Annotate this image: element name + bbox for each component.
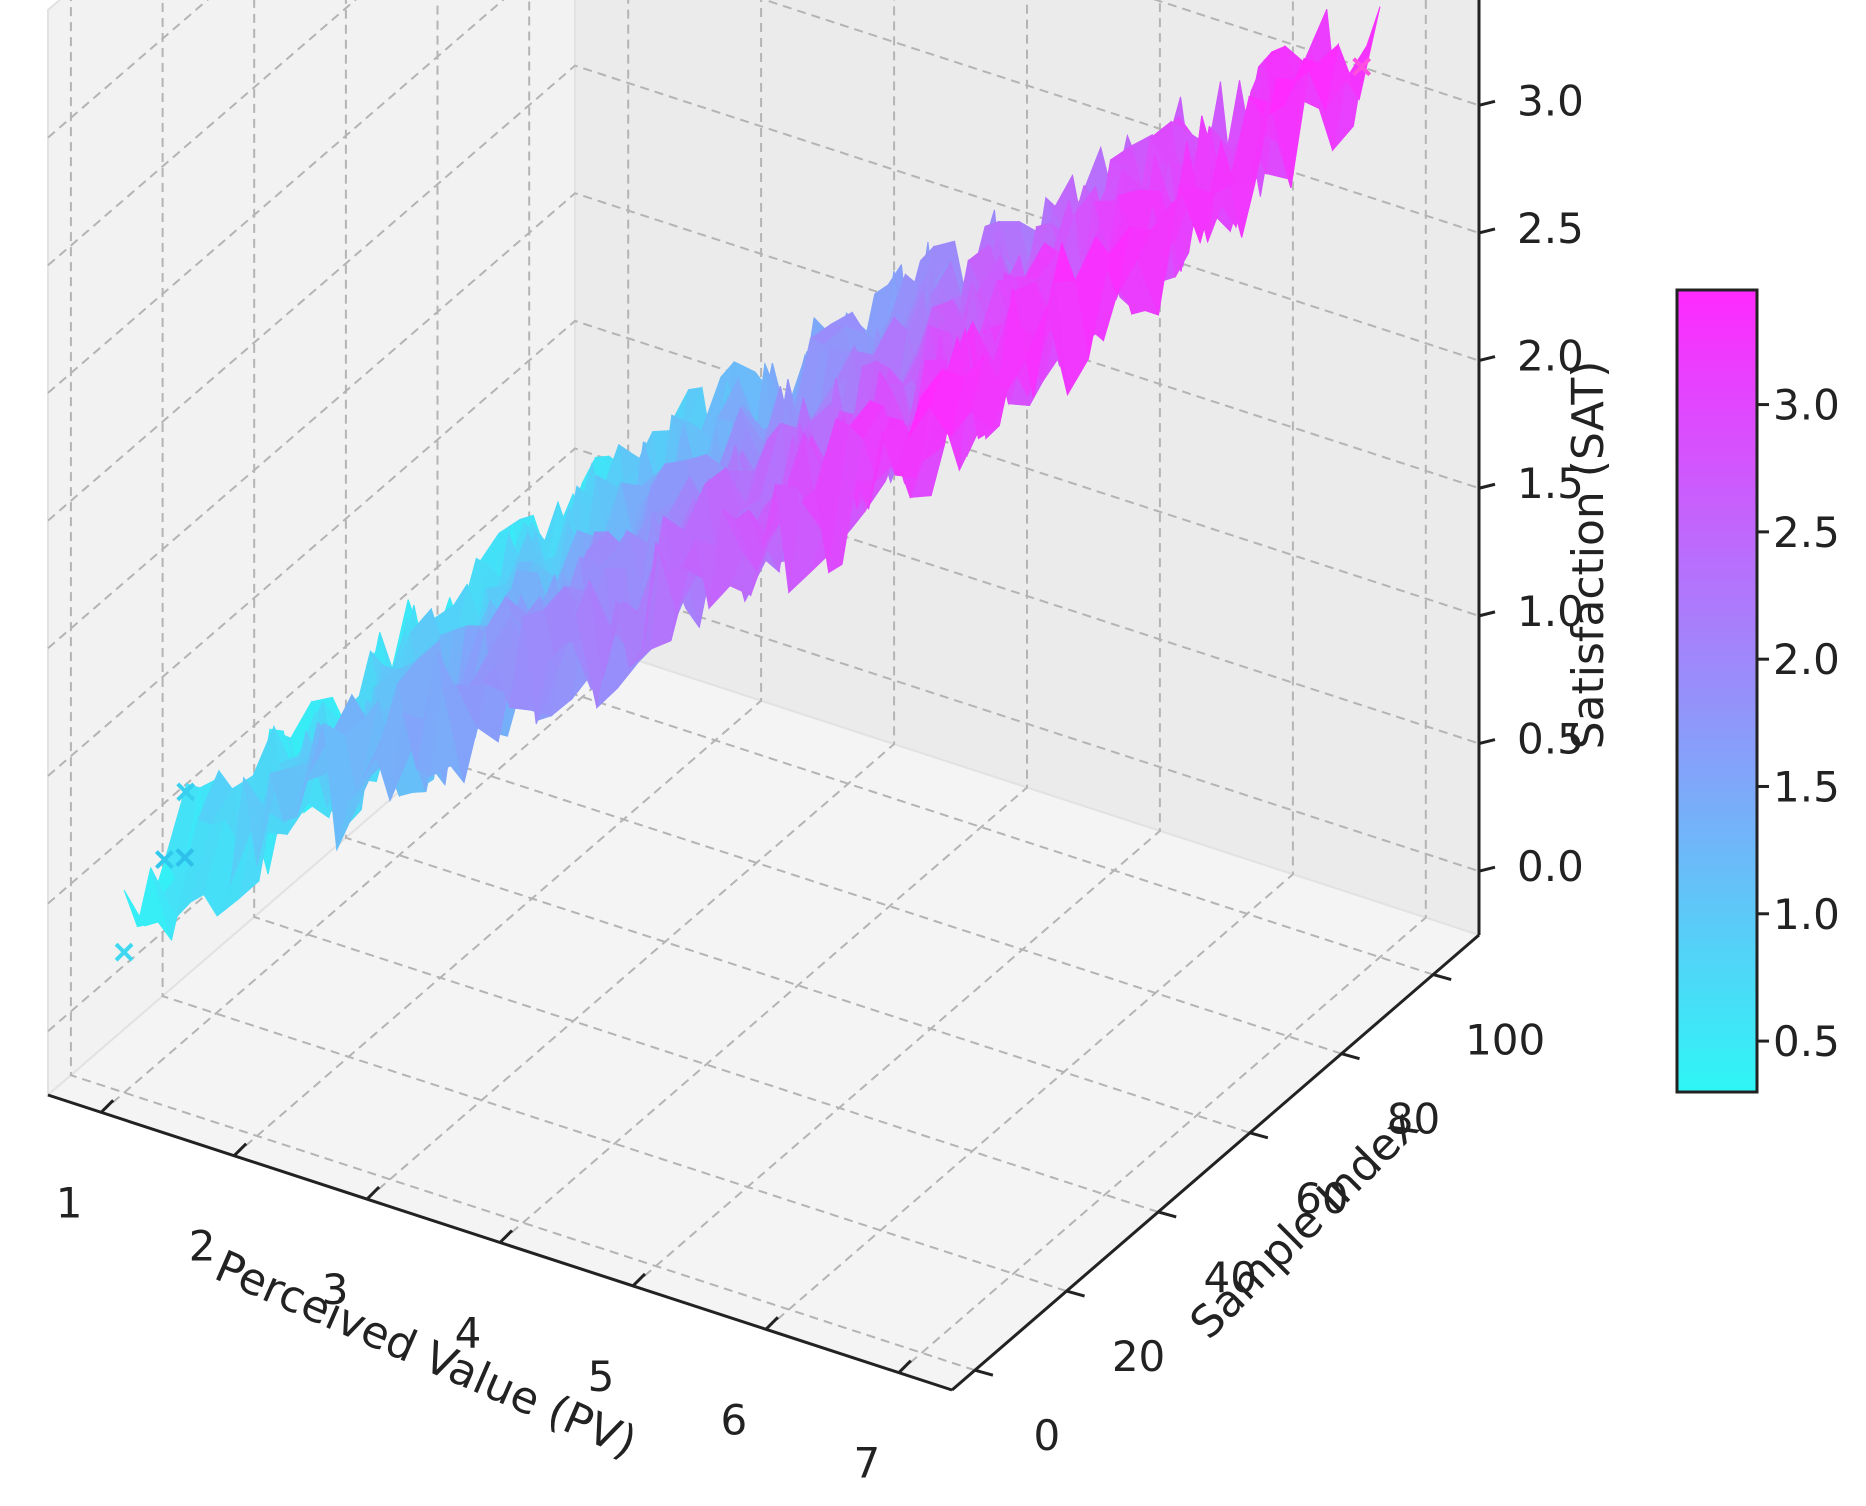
z-tick-label: 0.0: [1517, 842, 1584, 891]
x-gridline: [233, 0, 763, 1157]
y-gridline: [69, 0, 976, 1372]
y-tick-label: 40: [1203, 1253, 1256, 1302]
y-gridline: [161, 0, 1067, 1293]
x-gridline: [765, 0, 1294, 1331]
z-tick-label: 2.5: [1517, 204, 1584, 253]
z-tick-mark: [1478, 355, 1496, 363]
z-tick-mark: [1478, 865, 1496, 873]
y-gridline: [344, 0, 1251, 1134]
x-tick-mark: [365, 1186, 381, 1201]
colorbar-tick-label: 2.0: [1773, 635, 1840, 684]
x-marker: [1352, 57, 1372, 77]
x-axis-label: Perceived Value (PV): [208, 1241, 644, 1469]
colorbar-tick-label: 3.0: [1773, 381, 1840, 430]
z-gridline: [47, 0, 1480, 267]
y-axis-line: [951, 933, 1480, 1392]
colorbar-tick-label: 2.5: [1773, 508, 1840, 557]
tick-labels: 1 2 3 4 5 6 7 0 20 40 60 80 100 0.0 0.5 1.0 1.5 2.0 2.5 3.0…: [56, 76, 1584, 1488]
axis-panes: [46, 0, 1481, 1392]
y-tick-mark: [1341, 1052, 1360, 1061]
x-tick-mark: [897, 1359, 912, 1374]
x-tick-label: 6: [721, 1395, 748, 1444]
z-tick-label: 1.5: [1517, 459, 1584, 508]
z-tick-mark: [1478, 482, 1496, 490]
x-gridline: [499, 0, 1028, 1244]
x-tick-label: 3: [322, 1265, 349, 1314]
x-tick-mark: [631, 1272, 647, 1287]
x-tick-label: 1: [56, 1178, 83, 1227]
x-tick-mark: [764, 1316, 779, 1331]
y-tick-label: 80: [1387, 1095, 1440, 1144]
x-gridline: [632, 0, 1161, 1287]
y-tick-mark: [974, 1368, 994, 1377]
x-marker: [176, 782, 196, 802]
x-tick-label: 5: [588, 1352, 615, 1401]
x-gridline: [898, 0, 1427, 1374]
y-tick-label: 0: [1034, 1411, 1061, 1460]
x-marker: [155, 850, 174, 870]
z-tick-label: 1.0: [1517, 587, 1584, 636]
z-gridline: [47, 192, 1480, 649]
x-tick-mark: [233, 1142, 248, 1157]
z-gridline: [47, 0, 1480, 394]
x-tick-label: 4: [455, 1309, 482, 1358]
x-gridline: [366, 0, 896, 1200]
z-tick-label: 0.5: [1517, 715, 1584, 764]
z-tick-mark: [1478, 227, 1496, 235]
x-tick-label: 2: [189, 1222, 216, 1271]
z-gridline: [47, 319, 1480, 777]
y-tick-mark: [1157, 1210, 1177, 1219]
y-tick-mark: [1066, 1289, 1085, 1298]
z-tick-label: 3.0: [1517, 76, 1584, 125]
y-tick-label: 100: [1465, 1016, 1545, 1065]
x-marker: [175, 848, 195, 867]
y-tick-label: 60: [1295, 1174, 1348, 1223]
x-marker: [114, 942, 134, 962]
x-tick-mark: [498, 1229, 514, 1244]
z-tick-mark: [1478, 738, 1496, 745]
x-tick-label: 7: [853, 1439, 880, 1488]
z-axis-label: Satisfaction (SAT): [1563, 361, 1614, 750]
z-tick-mark: [1478, 99, 1496, 107]
y-gridline: [253, 0, 1159, 1213]
y-tick-mark: [1432, 973, 1452, 982]
x-tick-mark: [100, 1099, 115, 1114]
data-markers: [114, 57, 1372, 962]
y-tick-label: 20: [1112, 1332, 1165, 1381]
colorbar: [1675, 288, 1759, 1094]
colorbar-tick-label: 0.5: [1773, 1017, 1840, 1066]
data-surface: [123, 6, 1381, 942]
surface-facet: [907, 369, 944, 438]
z-tick-mark: [1478, 610, 1496, 618]
colorbar-ticks: 0.5 1.0 1.5 2.0 2.5 3.0: [1757, 381, 1840, 1066]
z-gridline: [47, 64, 1480, 522]
colorbar-tick-label: 1.5: [1773, 762, 1840, 811]
colorbar-tick-label: 1.0: [1773, 890, 1840, 939]
y-tick-mark: [1249, 1131, 1269, 1140]
z-tick-label: 2.0: [1517, 332, 1584, 381]
z-gridline: [47, 447, 1480, 905]
